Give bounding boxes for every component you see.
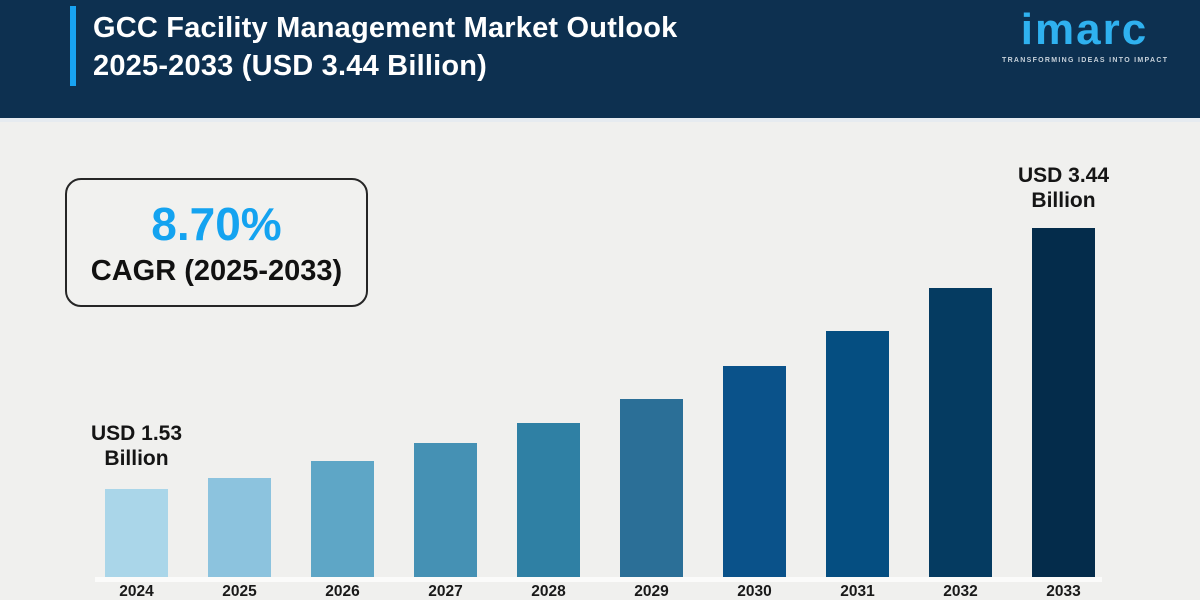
year-label-2029: 2029 <box>634 583 669 600</box>
year-label-2031: 2031 <box>840 583 875 600</box>
page-title-line2: 2025-2033 (USD 3.44 Billion) <box>93 50 488 82</box>
bar-2033 <box>1032 228 1095 578</box>
bar-2031 <box>826 331 889 578</box>
header: GCC Facility Management Market Outlook 2… <box>0 0 1200 122</box>
year-label-2030: 2030 <box>737 583 772 600</box>
bar-2027 <box>414 443 477 578</box>
page-title-line1: GCC Facility Management Market Outlook <box>93 12 678 44</box>
year-label-2026: 2026 <box>325 583 360 600</box>
cagr-value: 8.70% <box>151 197 282 250</box>
cagr-card: 8.70% CAGR (2025-2033) <box>65 178 368 307</box>
year-label-2033: 2033 <box>1046 583 1081 600</box>
last-bar-value-line2: Billion <box>1031 189 1096 212</box>
year-label-2028: 2028 <box>531 583 566 600</box>
bar-2029 <box>620 399 683 578</box>
page-title: GCC Facility Management Market Outlook 2… <box>93 9 873 85</box>
imarc-logo-wordmark: imarc <box>1020 5 1149 54</box>
year-label-2025: 2025 <box>222 583 257 600</box>
title-accent-bar <box>70 6 76 86</box>
x-axis-line <box>95 577 1102 582</box>
year-label-2032: 2032 <box>943 583 978 600</box>
bar-2030 <box>723 366 786 578</box>
bar-2028 <box>517 423 580 578</box>
bar-2024 <box>105 489 168 578</box>
cagr-period-label: CAGR (2025-2033) <box>90 254 343 287</box>
bar-2026 <box>311 461 374 578</box>
first-bar-value-line1: USD 1.53 <box>90 422 183 445</box>
first-bar-value-line2: Billion <box>104 447 169 470</box>
imarc-logo-tagline: TRANSFORMING IDEAS INTO IMPACT <box>1002 57 1169 64</box>
last-bar-value-line1: USD 3.44 <box>1017 164 1110 187</box>
first-bar-value-label: USD 1.53 Billion <box>66 421 207 471</box>
year-label-2024: 2024 <box>119 583 154 600</box>
year-label-2027: 2027 <box>428 583 463 600</box>
bar-2025 <box>208 478 271 578</box>
imarc-logo: imarc TRANSFORMING IDEAS INTO IMPACT <box>1002 4 1167 64</box>
bar-2032 <box>929 288 992 578</box>
last-bar-value-label: USD 3.44 Billion <box>993 163 1134 213</box>
